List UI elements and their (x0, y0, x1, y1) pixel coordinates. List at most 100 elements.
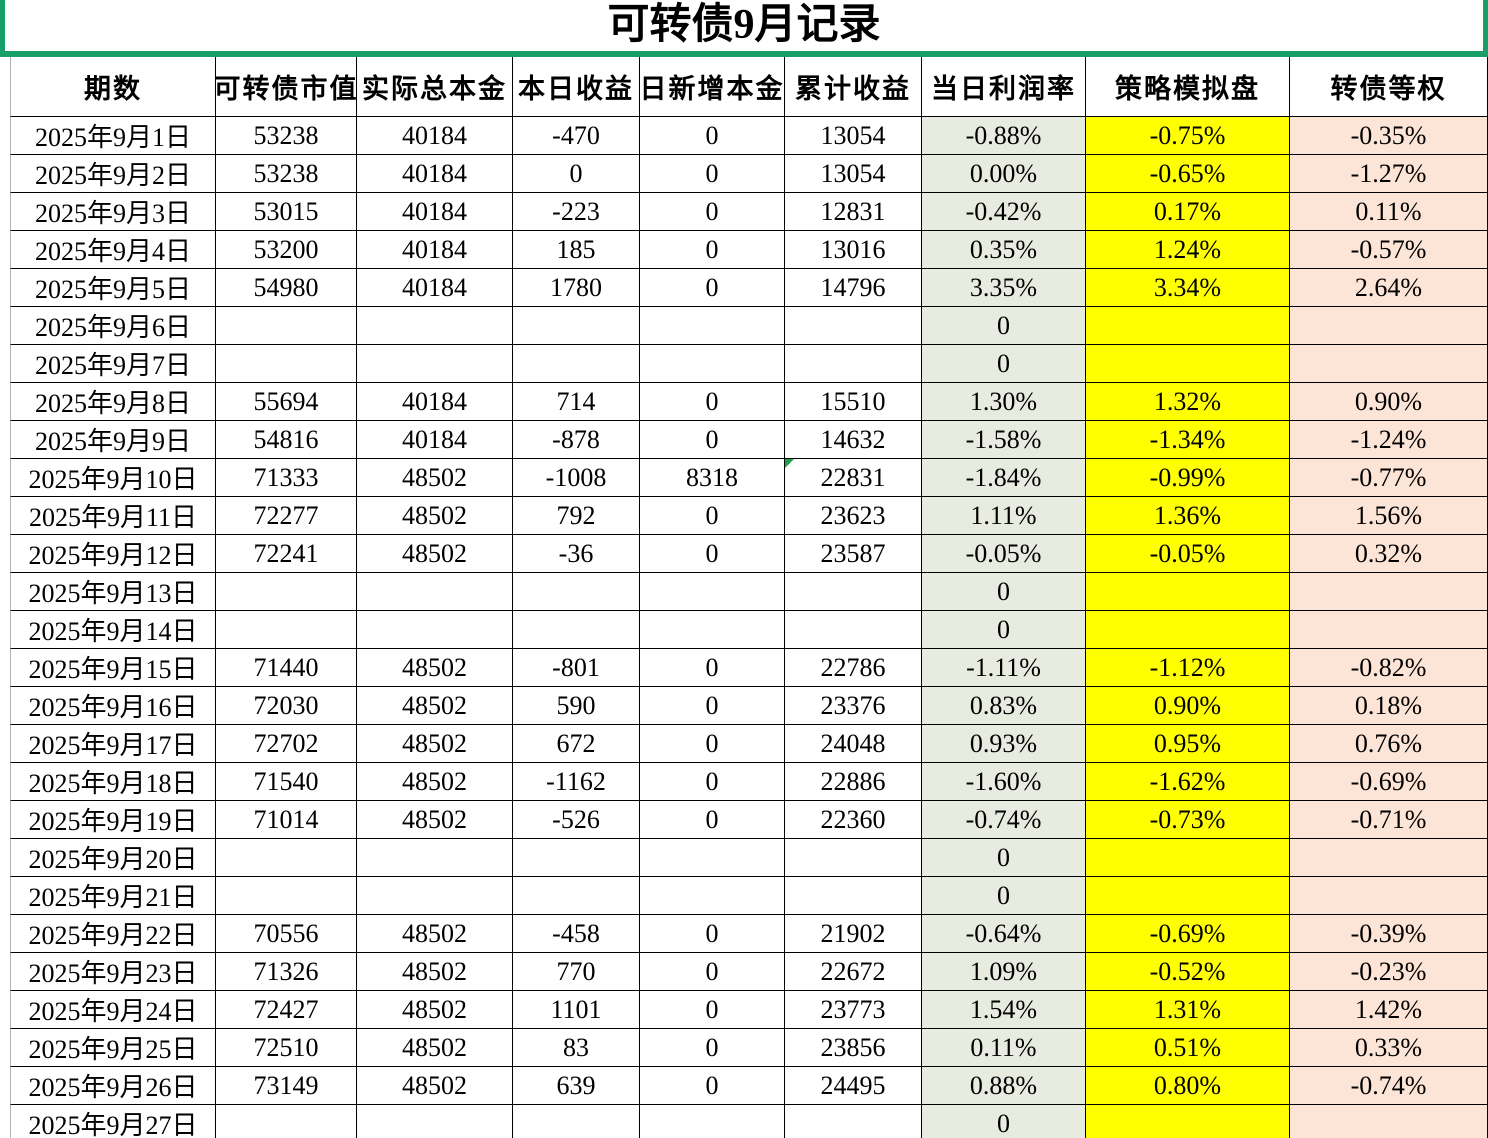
cell-profit-rate[interactable]: -1.58% (922, 421, 1086, 459)
cell-cumulative[interactable]: 23856 (785, 1029, 922, 1067)
cell-profit-rate[interactable]: -0.88% (922, 117, 1086, 155)
cell-strategy-sim[interactable]: 0.80% (1086, 1067, 1290, 1105)
cell-equal-weight[interactable]: -0.35% (1290, 117, 1488, 155)
cell-principal[interactable]: 40184 (357, 155, 513, 193)
cell-market-value[interactable] (216, 573, 357, 611)
cell-strategy-sim[interactable] (1086, 1105, 1290, 1138)
cell-new-principal[interactable] (640, 345, 785, 383)
cell-strategy-sim[interactable] (1086, 611, 1290, 649)
cell-principal[interactable]: 48502 (357, 725, 513, 763)
cell-strategy-sim[interactable] (1086, 345, 1290, 383)
cell-new-principal[interactable] (640, 573, 785, 611)
cell-market-value[interactable]: 71326 (216, 953, 357, 991)
cell-daily-profit[interactable]: -878 (513, 421, 640, 459)
header-market-value[interactable]: 可转债市值 (216, 57, 357, 117)
cell-date[interactable]: 2025年9月7日 (10, 345, 216, 383)
cell-equal-weight[interactable]: -1.27% (1290, 155, 1488, 193)
cell-cumulative[interactable]: 22672 (785, 953, 922, 991)
cell-strategy-sim[interactable]: 3.34% (1086, 269, 1290, 307)
cell-date[interactable]: 2025年9月9日 (10, 421, 216, 459)
cell-new-principal[interactable]: 0 (640, 231, 785, 269)
header-equal-weight[interactable]: 转债等权 (1290, 57, 1488, 117)
cell-profit-rate[interactable]: 0.00% (922, 155, 1086, 193)
header-principal[interactable]: 实际总本金 (357, 57, 513, 117)
cell-cumulative[interactable]: 23623 (785, 497, 922, 535)
cell-principal[interactable]: 48502 (357, 497, 513, 535)
cell-equal-weight[interactable]: 2.64% (1290, 269, 1488, 307)
cell-principal[interactable]: 40184 (357, 269, 513, 307)
cell-profit-rate[interactable]: 0 (922, 345, 1086, 383)
cell-cumulative[interactable] (785, 307, 922, 345)
cell-equal-weight[interactable]: -0.23% (1290, 953, 1488, 991)
cell-date[interactable]: 2025年9月17日 (10, 725, 216, 763)
cell-profit-rate[interactable]: 0.88% (922, 1067, 1086, 1105)
cell-date[interactable]: 2025年9月27日 (10, 1105, 216, 1138)
cell-daily-profit[interactable]: 792 (513, 497, 640, 535)
cell-cumulative[interactable]: 12831 (785, 193, 922, 231)
cell-profit-rate[interactable]: -1.84% (922, 459, 1086, 497)
cell-equal-weight[interactable]: -0.57% (1290, 231, 1488, 269)
cell-cumulative[interactable] (785, 839, 922, 877)
cell-daily-profit[interactable]: -36 (513, 535, 640, 573)
cell-profit-rate[interactable]: 0.11% (922, 1029, 1086, 1067)
cell-daily-profit[interactable] (513, 611, 640, 649)
cell-date[interactable]: 2025年9月3日 (10, 193, 216, 231)
cell-market-value[interactable]: 55694 (216, 383, 357, 421)
cell-market-value[interactable] (216, 307, 357, 345)
cell-profit-rate[interactable]: 0 (922, 611, 1086, 649)
cell-new-principal[interactable]: 0 (640, 155, 785, 193)
cell-new-principal[interactable]: 0 (640, 421, 785, 459)
cell-profit-rate[interactable]: 0 (922, 839, 1086, 877)
cell-principal[interactable] (357, 839, 513, 877)
cell-cumulative[interactable]: 14632 (785, 421, 922, 459)
cell-strategy-sim[interactable]: 0.17% (1086, 193, 1290, 231)
cell-cumulative[interactable] (785, 1105, 922, 1138)
cell-market-value[interactable]: 54816 (216, 421, 357, 459)
cell-date[interactable]: 2025年9月15日 (10, 649, 216, 687)
cell-new-principal[interactable] (640, 611, 785, 649)
cell-new-principal[interactable] (640, 307, 785, 345)
cell-new-principal[interactable] (640, 839, 785, 877)
cell-daily-profit[interactable]: -1008 (513, 459, 640, 497)
cell-strategy-sim[interactable]: 1.24% (1086, 231, 1290, 269)
cell-equal-weight[interactable]: -1.24% (1290, 421, 1488, 459)
cell-profit-rate[interactable]: -0.64% (922, 915, 1086, 953)
cell-profit-rate[interactable]: 0 (922, 877, 1086, 915)
cell-profit-rate[interactable]: -0.05% (922, 535, 1086, 573)
cell-daily-profit[interactable]: 672 (513, 725, 640, 763)
cell-daily-profit[interactable]: 0 (513, 155, 640, 193)
cell-daily-profit[interactable]: -223 (513, 193, 640, 231)
cell-equal-weight[interactable]: 0.33% (1290, 1029, 1488, 1067)
cell-strategy-sim[interactable]: 0.90% (1086, 687, 1290, 725)
cell-principal[interactable]: 48502 (357, 649, 513, 687)
cell-new-principal[interactable]: 0 (640, 991, 785, 1029)
cell-equal-weight[interactable] (1290, 1105, 1488, 1138)
cell-daily-profit[interactable]: -801 (513, 649, 640, 687)
cell-profit-rate[interactable]: 1.30% (922, 383, 1086, 421)
cell-market-value[interactable]: 72510 (216, 1029, 357, 1067)
header-daily-profit[interactable]: 本日收益 (513, 57, 640, 117)
cell-strategy-sim[interactable]: 0.51% (1086, 1029, 1290, 1067)
cell-daily-profit[interactable]: -470 (513, 117, 640, 155)
cell-new-principal[interactable]: 0 (640, 117, 785, 155)
cell-equal-weight[interactable] (1290, 573, 1488, 611)
cell-cumulative[interactable] (785, 877, 922, 915)
cell-profit-rate[interactable]: 0.83% (922, 687, 1086, 725)
cell-principal[interactable]: 48502 (357, 687, 513, 725)
cell-strategy-sim[interactable]: 0.95% (1086, 725, 1290, 763)
title-merged-cell[interactable]: 可转债9月记录 (0, 0, 1488, 57)
cell-strategy-sim[interactable]: -0.99% (1086, 459, 1290, 497)
cell-daily-profit[interactable]: 639 (513, 1067, 640, 1105)
cell-cumulative[interactable]: 24048 (785, 725, 922, 763)
cell-equal-weight[interactable] (1290, 611, 1488, 649)
cell-principal[interactable]: 48502 (357, 763, 513, 801)
cell-equal-weight[interactable]: 0.90% (1290, 383, 1488, 421)
cell-cumulative[interactable]: 24495 (785, 1067, 922, 1105)
cell-cumulative[interactable]: 13054 (785, 155, 922, 193)
cell-principal[interactable] (357, 1105, 513, 1138)
cell-cumulative[interactable]: 22831 (785, 459, 922, 497)
cell-equal-weight[interactable]: -0.69% (1290, 763, 1488, 801)
cell-market-value[interactable]: 71440 (216, 649, 357, 687)
cell-daily-profit[interactable]: -526 (513, 801, 640, 839)
cell-profit-rate[interactable]: 3.35% (922, 269, 1086, 307)
